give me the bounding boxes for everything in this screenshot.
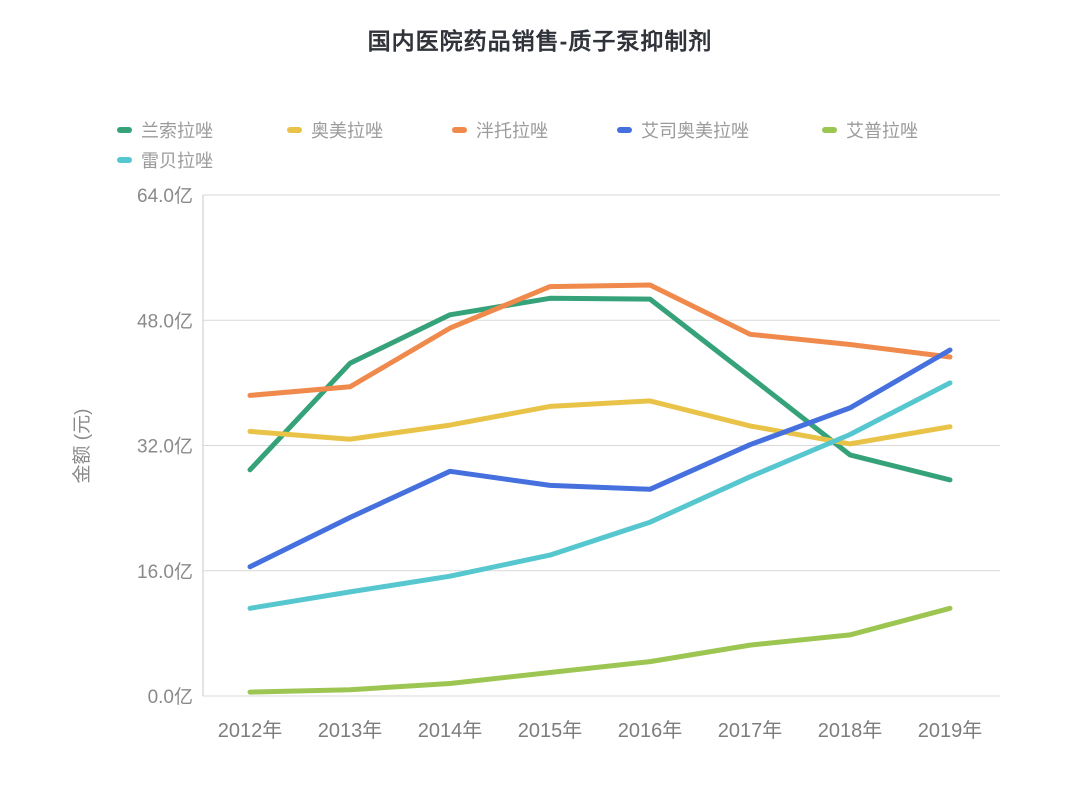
legend-label: 雷贝拉唑: [141, 151, 213, 171]
legend-swatch-icon: [452, 127, 467, 133]
y-axis-title: 金额 (元): [71, 409, 93, 484]
legend-item[interactable]: 艾司奥美拉唑: [617, 119, 749, 141]
legend-item[interactable]: 泮托拉唑: [452, 119, 548, 141]
x-tick-label: 2018年: [818, 719, 883, 742]
legend-label: 艾司奥美拉唑: [641, 121, 749, 141]
y-tick-label: 16.0亿: [137, 561, 193, 583]
legend-label: 奥美拉唑: [311, 121, 383, 141]
y-tick-label: 32.0亿: [137, 436, 193, 458]
x-tick-label: 2016年: [618, 719, 683, 742]
legend-swatch-icon: [117, 157, 132, 163]
legend-label: 兰索拉唑: [141, 121, 213, 141]
x-tick-label: 2014年: [418, 719, 483, 742]
legend-swatch-icon: [287, 127, 302, 133]
y-tick-label: 64.0亿: [137, 185, 193, 207]
legend-item[interactable]: 兰索拉唑: [117, 119, 213, 141]
legend-label: 泮托拉唑: [476, 121, 548, 141]
y-tick-label: 48.0亿: [137, 310, 193, 332]
x-tick-label: 2017年: [718, 719, 783, 742]
legend-item[interactable]: 奥美拉唑: [287, 119, 383, 141]
series-line-泮托拉唑: [247, 282, 953, 398]
series-line-艾司奥美拉唑: [247, 347, 953, 570]
x-tick-label: 2019年: [918, 719, 983, 742]
chart-title: 国内医院药品销售-质子泵抑制剂: [367, 28, 713, 54]
x-tick-label: 2012年: [218, 719, 283, 742]
x-tick-label: 2015年: [518, 719, 583, 742]
series-line-雷贝拉唑: [247, 380, 953, 611]
legend-swatch-icon: [117, 127, 132, 133]
legend-item[interactable]: 艾普拉唑: [822, 119, 918, 141]
legend-swatch-icon: [617, 127, 632, 133]
x-tick-label: 2013年: [318, 719, 383, 742]
legend-item[interactable]: 雷贝拉唑: [117, 149, 213, 171]
legend-swatch-icon: [822, 127, 837, 133]
legend-label: 艾普拉唑: [846, 121, 918, 141]
series-line-艾普拉唑: [247, 605, 953, 695]
y-tick-label: 0.0亿: [148, 686, 193, 708]
series-line-兰索拉唑: [247, 295, 953, 483]
